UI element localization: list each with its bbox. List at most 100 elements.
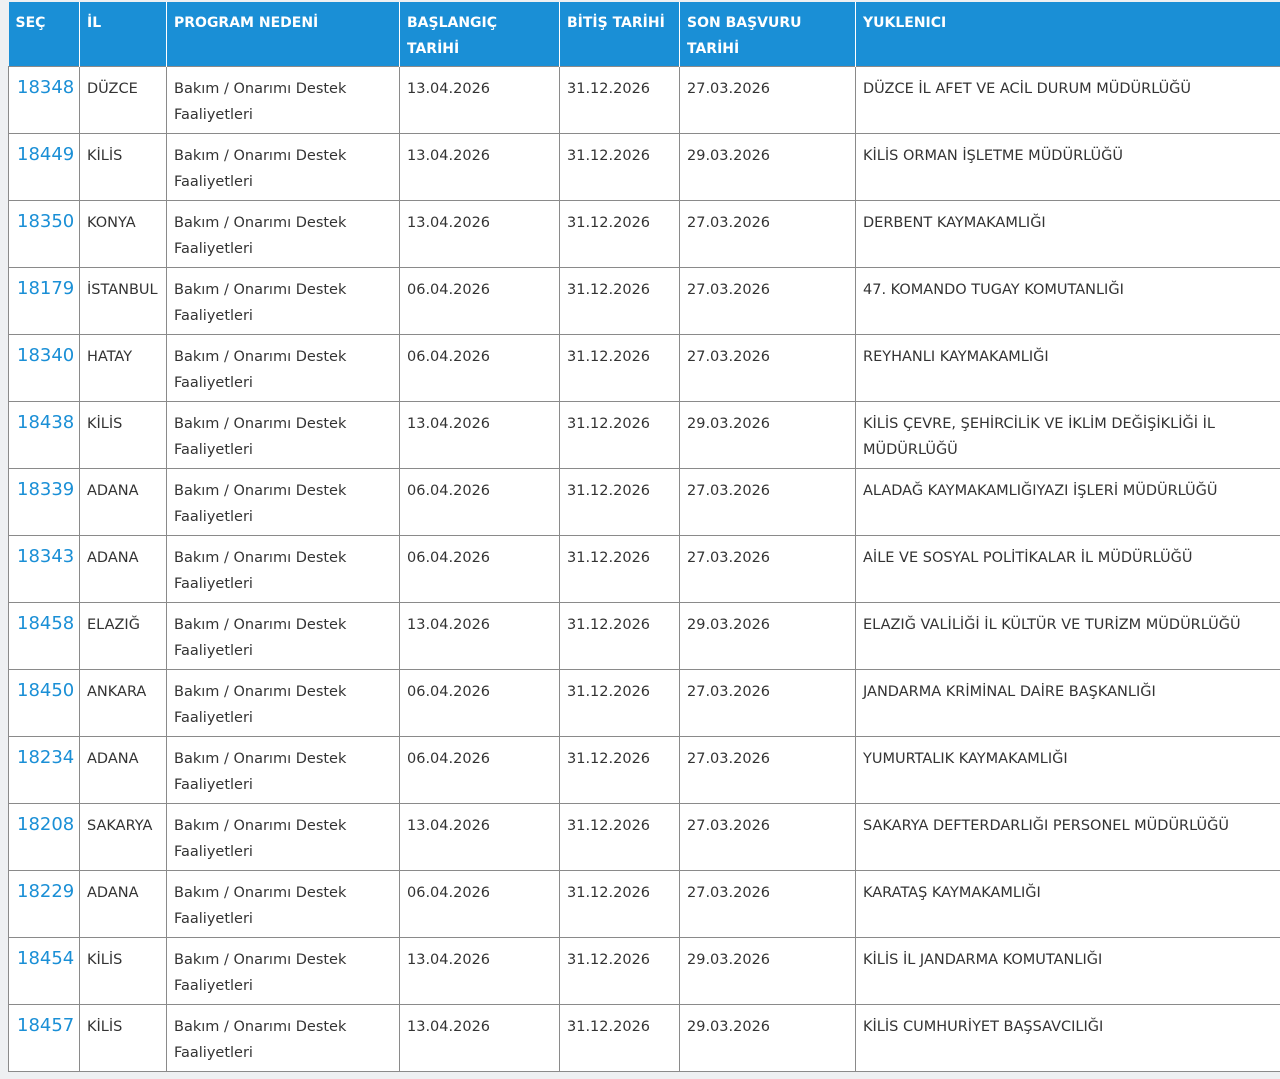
end-date-cell: 31.12.2026 — [559, 132, 680, 201]
province-cell: ADANA — [79, 735, 167, 804]
program-reason-text: Bakım / Onarımı Destek Faaliyetleri — [174, 281, 347, 324]
column-header: SON BAŞVURU TARİHİ — [679, 2, 856, 66]
program-id-link[interactable]: 18229 — [8, 869, 80, 938]
program-reason-cell: Bakım / Onarımı Destek Faaliyetleri — [166, 467, 400, 536]
program-reason-text: Bakım / Onarımı Destek Faaliyetleri — [174, 1018, 347, 1061]
contractor-cell: KİLİS ORMAN İŞLETME MÜDÜRLÜĞÜ — [855, 132, 1280, 201]
start-date-cell: 06.04.2026 — [399, 333, 560, 402]
end-date-cell: 31.12.2026 — [559, 400, 680, 469]
province-cell: ADANA — [79, 467, 167, 536]
province-cell: KİLİS — [79, 1003, 167, 1072]
start-date-cell: 06.04.2026 — [399, 534, 560, 603]
contractor-cell: JANDARMA KRİMİNAL DAİRE BAŞKANLIĞI — [855, 668, 1280, 737]
program-reason-text: Bakım / Onarımı Destek Faaliyetleri — [174, 817, 347, 860]
program-reason-cell: Bakım / Onarımı Destek Faaliyetleri — [166, 936, 400, 1005]
table-body: 18348 DÜZCE Bakım / Onarımı Destek Faaliye… — [8, 65, 1280, 1072]
program-reason-text: Bakım / Onarımı Destek Faaliyetleri — [174, 750, 347, 793]
column-header: İL — [79, 2, 167, 66]
program-reason-cell: Bakım / Onarımı Destek Faaliyetleri — [166, 132, 400, 201]
table-row: 18179 İSTANBUL Bakım / Onarımı Destek Faal… — [8, 266, 1280, 335]
program-reason-cell: Bakım / Onarımı Destek Faaliyetleri — [166, 735, 400, 804]
province-cell: DÜZCE — [79, 65, 167, 134]
program-id-link[interactable]: 18343 — [8, 534, 80, 603]
program-reason-cell: Bakım / Onarımı Destek Faaliyetleri — [166, 869, 400, 938]
program-id-link[interactable]: 18348 — [8, 65, 80, 134]
contractor-cell: ALADAĞ KAYMAKAMLIĞIYAZI İŞLERİ MÜDÜRLÜĞÜ — [855, 467, 1280, 536]
end-date-cell: 31.12.2026 — [559, 65, 680, 134]
start-date-cell: 06.04.2026 — [399, 735, 560, 804]
program-id-link[interactable]: 18458 — [8, 601, 80, 670]
program-reason-cell: Bakım / Onarımı Destek Faaliyetleri — [166, 601, 400, 670]
start-date-cell: 13.04.2026 — [399, 601, 560, 670]
program-reason-cell: Bakım / Onarımı Destek Faaliyetleri — [166, 400, 400, 469]
column-header: BAŞLANGIÇ TARİHİ — [399, 2, 560, 66]
end-date-cell: 31.12.2026 — [559, 601, 680, 670]
contractor-cell: DERBENT KAYMAKAMLIĞI — [855, 199, 1280, 268]
province-cell: ADANA — [79, 869, 167, 938]
program-id-link[interactable]: 18208 — [8, 802, 80, 871]
program-id-link[interactable]: 18457 — [8, 1003, 80, 1072]
program-reason-cell: Bakım / Onarımı Destek Faaliyetleri — [166, 333, 400, 402]
province-cell: KİLİS — [79, 400, 167, 469]
province-cell: KİLİS — [79, 936, 167, 1005]
end-date-cell: 31.12.2026 — [559, 199, 680, 268]
province-cell: ANKARA — [79, 668, 167, 737]
program-id-link[interactable]: 18454 — [8, 936, 80, 1005]
contractor-cell: KİLİS İL JANDARMA KOMUTANLIĞI — [855, 936, 1280, 1005]
program-reason-text: Bakım / Onarımı Destek Faaliyetleri — [174, 482, 347, 525]
end-date-cell: 31.12.2026 — [559, 1003, 680, 1072]
deadline-cell: 27.03.2026 — [679, 467, 856, 536]
table-row: 18343 ADANA Bakım / Onarımı Destek Faaliye… — [8, 534, 1280, 603]
table-row: 18339 ADANA Bakım / Onarımı Destek Faaliye… — [8, 467, 1280, 536]
table-row: 18348 DÜZCE Bakım / Onarımı Destek Faaliye… — [8, 65, 1280, 134]
table-row: 18450 ANKARA Bakım / Onarımı Destek Faaliy… — [8, 668, 1280, 737]
deadline-cell: 29.03.2026 — [679, 601, 856, 670]
end-date-cell: 31.12.2026 — [559, 869, 680, 938]
deadline-cell: 27.03.2026 — [679, 266, 856, 335]
program-reason-text: Bakım / Onarımı Destek Faaliyetleri — [174, 951, 347, 994]
program-id-link[interactable]: 18450 — [8, 668, 80, 737]
start-date-cell: 13.04.2026 — [399, 199, 560, 268]
program-reason-text: Bakım / Onarımı Destek Faaliyetleri — [174, 147, 347, 190]
program-id-link[interactable]: 18234 — [8, 735, 80, 804]
province-cell: SAKARYA — [79, 802, 167, 871]
program-reason-text: Bakım / Onarımı Destek Faaliyetleri — [174, 348, 347, 391]
program-reason-cell: Bakım / Onarımı Destek Faaliyetleri — [166, 668, 400, 737]
program-id-link[interactable]: 18179 — [8, 266, 80, 335]
start-date-cell: 06.04.2026 — [399, 467, 560, 536]
program-id-link[interactable]: 18449 — [8, 132, 80, 201]
contractor-cell: YUMURTALIK KAYMAKAMLIĞI — [855, 735, 1280, 804]
contractor-cell: 47. KOMANDO TUGAY KOMUTANLIĞI — [855, 266, 1280, 335]
contractor-cell: DÜZCE İL AFET VE ACİL DURUM MÜDÜRLÜĞÜ — [855, 65, 1280, 134]
end-date-cell: 31.12.2026 — [559, 266, 680, 335]
province-cell: HATAY — [79, 333, 167, 402]
table-row: 18340 HATAY Bakım / Onarımı Destek Faaliye… — [8, 333, 1280, 402]
table-row: 18229 ADANA Bakım / Onarımı Destek Faaliye… — [8, 869, 1280, 938]
table-row: 18449 KİLİS Bakım / Onarımı Destek Faaliye… — [8, 132, 1280, 201]
program-reason-text: Bakım / Onarımı Destek Faaliyetleri — [174, 214, 347, 257]
program-reason-cell: Bakım / Onarımı Destek Faaliyetleri — [166, 802, 400, 871]
end-date-cell: 31.12.2026 — [559, 735, 680, 804]
province-cell: ADANA — [79, 534, 167, 603]
deadline-cell: 29.03.2026 — [679, 132, 856, 201]
end-date-cell: 31.12.2026 — [559, 802, 680, 871]
start-date-cell: 06.04.2026 — [399, 668, 560, 737]
program-id-link[interactable]: 18438 — [8, 400, 80, 469]
table-row: 18438 KİLİS Bakım / Onarımı Destek Faaliye… — [8, 400, 1280, 469]
program-reason-text: Bakım / Onarımı Destek Faaliyetleri — [174, 549, 347, 592]
start-date-cell: 13.04.2026 — [399, 802, 560, 871]
table-row: 18457 KİLİS Bakım / Onarımı Destek Faaliye… — [8, 1003, 1280, 1072]
table-row: 18234 ADANA Bakım / Onarımı Destek Faaliye… — [8, 735, 1280, 804]
contractor-cell: KARATAŞ KAYMAKAMLIĞI — [855, 869, 1280, 938]
program-id-link[interactable]: 18339 — [8, 467, 80, 536]
table-header: SEÇ İL PROGRAM NEDENİ BAŞLANGIÇ TARİHİ BİTİŞ… — [8, 2, 1280, 66]
start-date-cell: 13.04.2026 — [399, 65, 560, 134]
end-date-cell: 31.12.2026 — [559, 936, 680, 1005]
table-row: 18454 KİLİS Bakım / Onarımı Destek Faaliye… — [8, 936, 1280, 1005]
program-id-link[interactable]: 18350 — [8, 199, 80, 268]
deadline-cell: 27.03.2026 — [679, 65, 856, 134]
program-id-link[interactable]: 18340 — [8, 333, 80, 402]
contractor-cell: KİLİS CUMHURİYET BAŞSAVCILIĞI — [855, 1003, 1280, 1072]
end-date-cell: 31.12.2026 — [559, 534, 680, 603]
province-cell: KİLİS — [79, 132, 167, 201]
